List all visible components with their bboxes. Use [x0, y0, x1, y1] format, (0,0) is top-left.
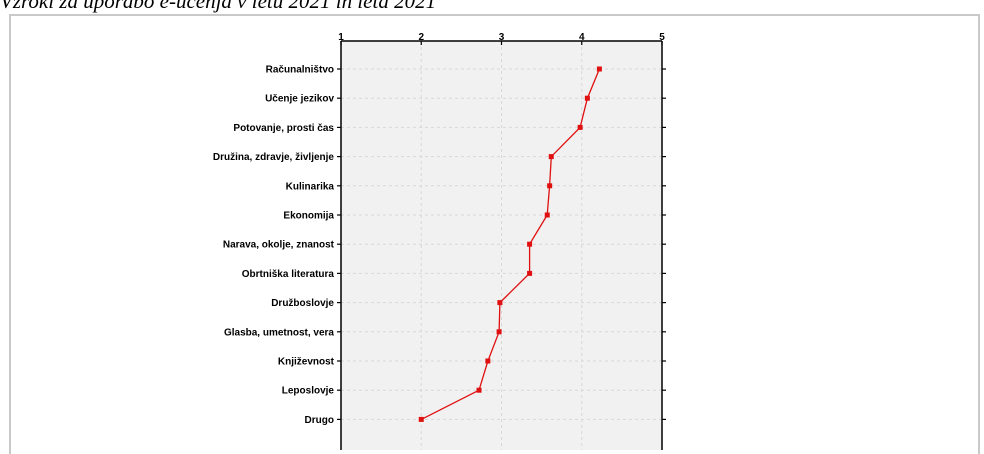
category-label: Leposlovje [282, 386, 335, 397]
x-tick-label: 4 [579, 32, 585, 43]
data-point [418, 416, 424, 422]
category-label: Ekonomija [283, 211, 334, 222]
category-label: Narava, okolje, znanost [223, 240, 335, 251]
data-point [485, 358, 491, 364]
x-tick-label: 2 [418, 32, 424, 43]
data-point [527, 270, 533, 276]
data-point [548, 154, 554, 160]
category-label: Potovanje, prosti čas [233, 123, 334, 134]
data-point [547, 183, 553, 189]
category-label: Glasba, umetnost, vera [224, 327, 334, 338]
category-label: Družina, zdravje, življenje [213, 152, 335, 163]
data-point [476, 387, 482, 393]
x-tick-label: 1 [338, 32, 344, 43]
data-points [418, 66, 602, 422]
category-label: Drugo [305, 415, 334, 426]
data-point [584, 95, 590, 101]
data-point [496, 329, 502, 335]
data-point [596, 66, 602, 72]
data-point [577, 124, 583, 130]
figure-caption: Vzroki za uporabo e-učenja v letu 2021 i… [0, 0, 437, 13]
data-point [544, 212, 550, 218]
category-label: Družboslovje [271, 298, 334, 309]
x-axis-ticks: 1 2 3 4 5 [338, 32, 665, 45]
data-point [497, 300, 503, 306]
figure-frame [9, 14, 980, 454]
category-label: Računalništvo [266, 65, 334, 76]
category-label: Učenje jezikov [265, 94, 334, 105]
x-tick-label: 3 [499, 32, 505, 43]
x-tick-label: 5 [659, 32, 665, 43]
category-label: Književnost [278, 357, 335, 368]
category-label: Kulinarika [286, 181, 335, 192]
data-point [527, 241, 533, 247]
category-labels: Računalništvo Učenje jezikov Potovanje, pr… [213, 65, 666, 426]
category-label: Obrtniška literatura [242, 269, 335, 280]
